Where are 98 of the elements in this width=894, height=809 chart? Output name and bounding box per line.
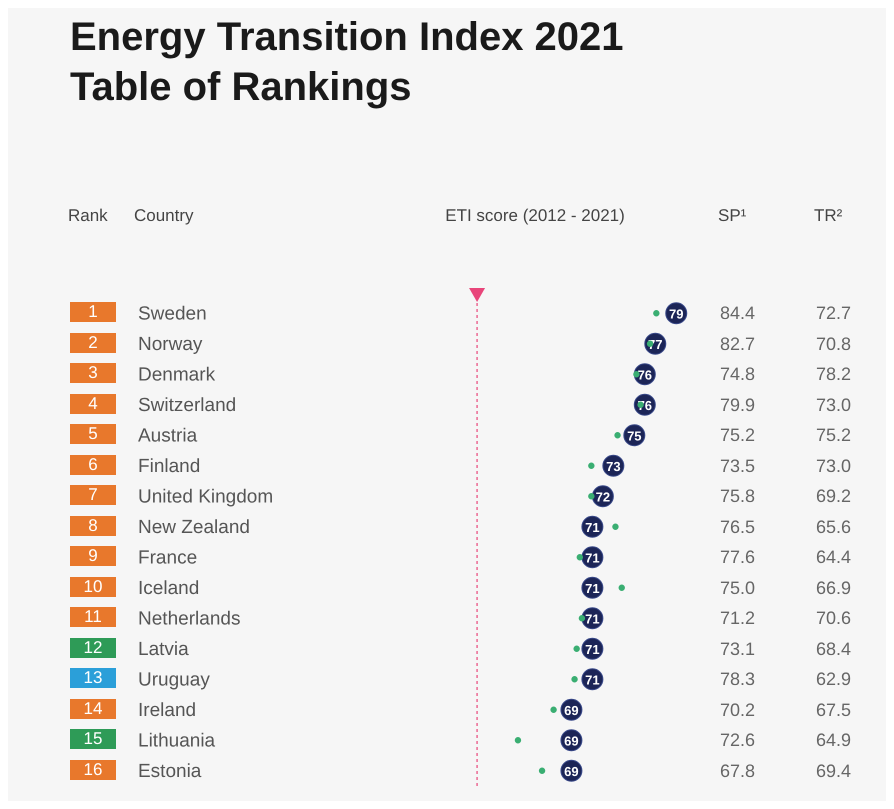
data-label: 78.3 <box>720 669 756 690</box>
data-label: 3 <box>70 363 116 384</box>
data-label: 1 <box>70 302 116 322</box>
text: TR² <box>814 206 842 226</box>
point <box>578 615 586 622</box>
data-label: 71 <box>585 672 600 688</box>
data-label: 70.2 <box>720 700 756 720</box>
data-label: 77.6 <box>720 547 756 568</box>
data-label: 76.5 <box>720 516 756 537</box>
data-label: 4 <box>70 394 116 414</box>
data-label: 69.2 <box>816 486 852 506</box>
point <box>588 462 595 469</box>
data-label: 16 <box>70 760 116 780</box>
text: Rank <box>68 206 108 226</box>
data-label: 66.9 <box>816 578 852 598</box>
data-label: 70.6 <box>816 608 852 628</box>
data-label: 69.4 <box>816 760 852 781</box>
x-axis-title: ETI score (2012 - 2021) <box>445 206 625 226</box>
data-label: 69 <box>564 733 579 748</box>
data-label: 9 <box>70 546 116 566</box>
data-label: 71.2 <box>720 608 756 628</box>
y-tick-label: New Zealand <box>138 516 250 538</box>
data-label: 71 <box>585 642 600 657</box>
point <box>612 524 619 530</box>
point <box>514 737 522 744</box>
y-tick-label: Denmark <box>138 364 216 386</box>
data-label: 14 <box>70 698 116 719</box>
data-label: 76 <box>638 367 652 382</box>
point <box>618 584 625 591</box>
data-label: 71 <box>585 520 600 535</box>
y-tick-label: Norway <box>138 334 203 355</box>
data-label: 71 <box>585 550 600 566</box>
data-label: 64.9 <box>816 730 852 750</box>
data-label: 68.4 <box>816 638 852 659</box>
data-label: 75.8 <box>720 486 756 506</box>
y-tick-label: Uruguay <box>138 669 210 690</box>
data-label: 70.8 <box>816 334 852 354</box>
point <box>614 432 621 438</box>
data-label: 73.0 <box>816 456 852 476</box>
data-label: 65.6 <box>816 516 852 537</box>
data-label: 67.5 <box>816 700 852 720</box>
point <box>588 493 595 500</box>
data-label: 78.2 <box>816 364 852 384</box>
data-label: 75 <box>627 428 642 444</box>
data-label: 69 <box>564 702 579 718</box>
point <box>573 646 580 652</box>
data-label: 7 <box>70 485 116 506</box>
text: SP¹ <box>718 206 746 226</box>
point <box>538 768 546 774</box>
data-label: 75.2 <box>720 425 756 446</box>
data-label: 73 <box>606 458 621 474</box>
y-tick-label: France <box>138 547 198 568</box>
data-label: 72 <box>596 489 610 504</box>
y-tick-label: Sweden <box>138 303 207 324</box>
y-tick-label: Austria <box>138 425 198 446</box>
data-label: 12 <box>70 638 116 658</box>
data-label: 71 <box>585 611 600 626</box>
data-label: 79.9 <box>720 394 756 415</box>
y-tick-label: Iceland <box>138 578 200 599</box>
text: Energy Transition Index 2021 <box>70 14 624 61</box>
data-label: 8 <box>70 516 116 536</box>
data-label: 72.6 <box>720 730 756 750</box>
point <box>576 554 584 560</box>
y-tick-label: Netherlands <box>138 608 240 630</box>
data-label: 64.4 <box>816 547 852 568</box>
y-tick-label: United Kingdom <box>138 486 274 508</box>
point <box>571 676 578 682</box>
data-label: 15 <box>70 729 116 750</box>
data-label: 69 <box>564 764 579 779</box>
y-axis-title: Country <box>134 206 194 226</box>
y-tick-label: Finland <box>138 456 200 477</box>
data-label: 82.7 <box>720 334 756 354</box>
text: Table of Rankings <box>70 64 413 111</box>
data-label: 2 <box>70 332 116 353</box>
data-label: 67.8 <box>720 760 756 781</box>
point <box>550 706 557 713</box>
data-label: 62.9 <box>816 669 852 690</box>
data-label: 13 <box>70 668 116 688</box>
data-label: 6 <box>70 454 116 475</box>
data-label: 71 <box>585 580 600 596</box>
data-label: 84.4 <box>720 303 756 324</box>
y-tick-label: Estonia <box>138 760 202 782</box>
data-label: 5 <box>70 424 116 444</box>
y-tick-label: Switzerland <box>138 394 236 416</box>
data-label: 11 <box>70 607 116 628</box>
data-label: 74.8 <box>720 364 756 384</box>
data-label: 75.0 <box>720 578 756 598</box>
data-label: 73.0 <box>816 394 852 415</box>
data-label: 10 <box>70 576 116 597</box>
data-label: 73.5 <box>720 456 756 476</box>
data-label: 75.2 <box>816 425 852 446</box>
point <box>653 310 660 316</box>
y-tick-label: Latvia <box>138 638 190 660</box>
data-label: 79 <box>669 306 684 322</box>
y-tick-label: Ireland <box>138 700 196 721</box>
data-label: 72.7 <box>816 303 852 324</box>
y-tick-label: Lithuania <box>138 730 216 752</box>
data-label: 73.1 <box>720 638 756 659</box>
